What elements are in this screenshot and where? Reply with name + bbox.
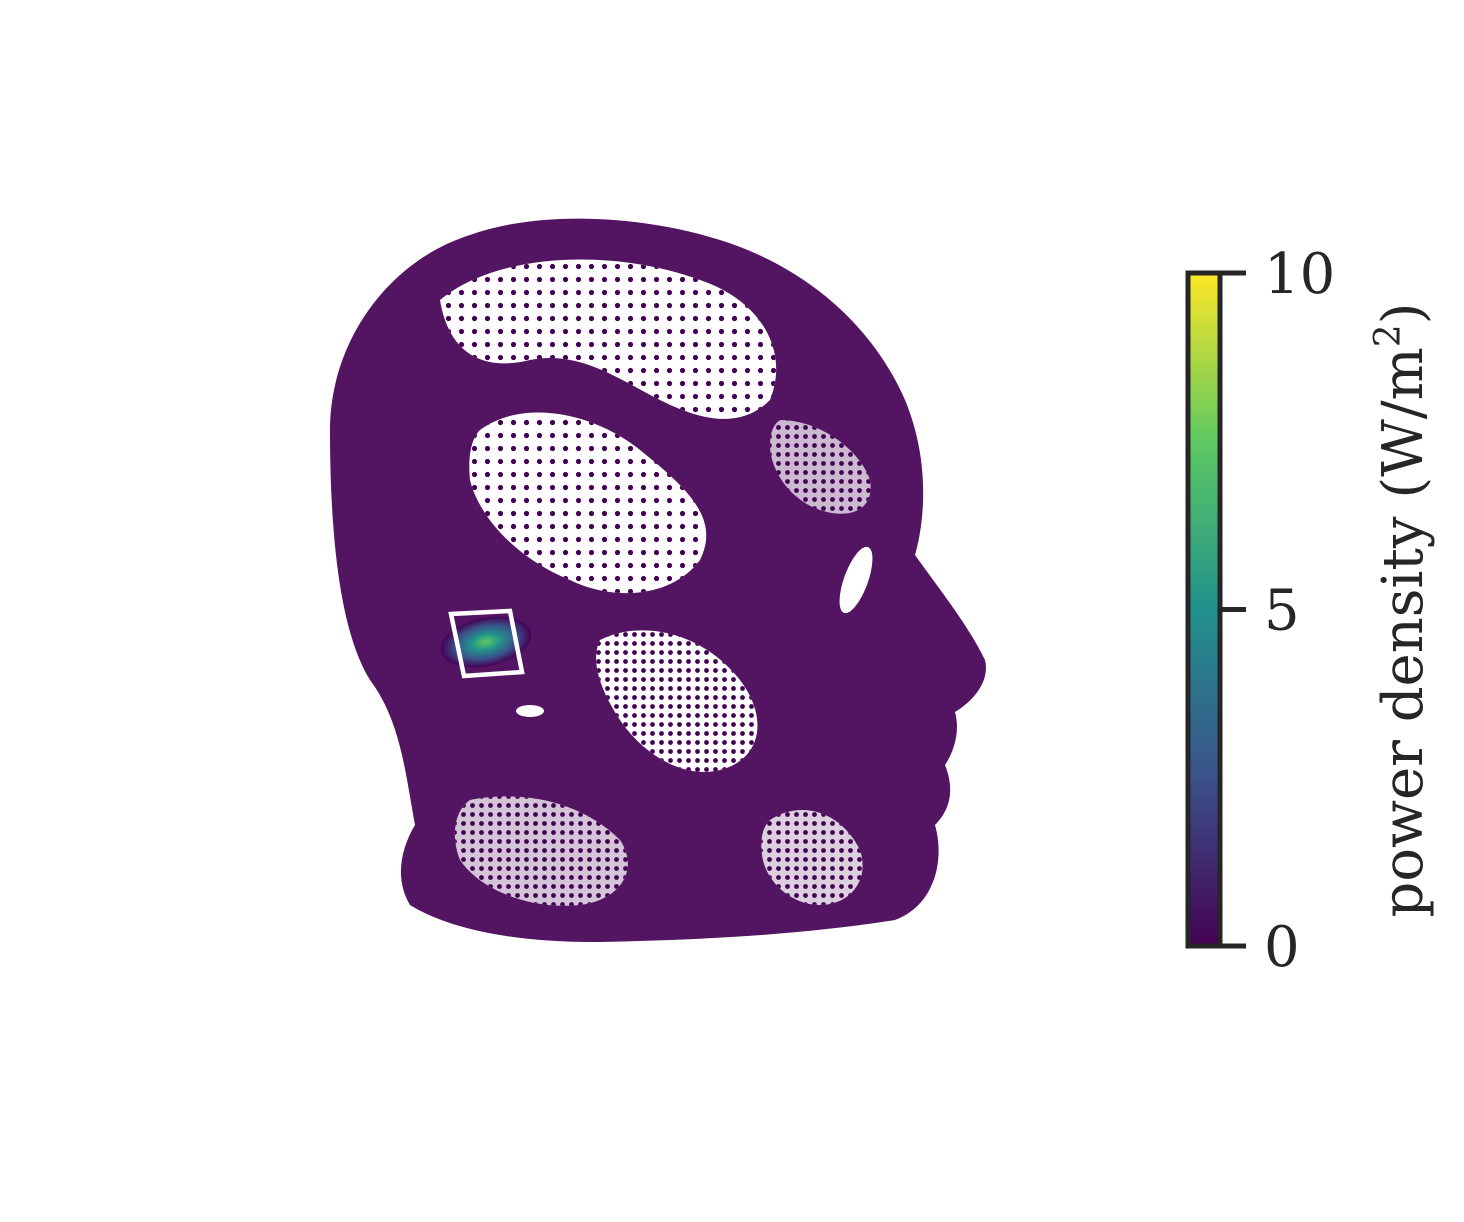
- sparse-region-jaw-dots: [761, 810, 863, 905]
- colorbar-ticks: 0 5 10: [1220, 242, 1335, 980]
- sparse-region-cheek-dots: [596, 630, 758, 772]
- colorbar-label-prefix: power density (W/m: [1371, 347, 1436, 917]
- sparse-region-crown-dots: [440, 259, 777, 419]
- head-point-cloud: [330, 218, 986, 943]
- colorbar-tick-label-0: 0: [1264, 915, 1300, 980]
- colorbar-label-suffix: ): [1371, 303, 1436, 325]
- sparse-region-forehead-dots: [770, 420, 871, 514]
- colorbar-label-sup: 2: [1368, 324, 1409, 347]
- colorbar: 0 5 10 power density (W/m2): [1185, 242, 1436, 980]
- ear-opening: [516, 705, 544, 717]
- hotspot: [440, 616, 532, 668]
- sparse-region-neck-dots: [454, 796, 628, 906]
- sparse-regions: [440, 259, 871, 906]
- hotspot-field: [440, 616, 532, 668]
- antenna-box: [448, 608, 525, 679]
- sparse-region-temple-dots: [469, 412, 707, 594]
- eye-opening: [839, 546, 873, 614]
- colorbar-gradient: [1188, 273, 1220, 946]
- colorbar-tick-label-5: 5: [1264, 579, 1300, 644]
- colorbar-tick-label-10: 10: [1264, 242, 1335, 307]
- colorbar-label: power density (W/m2): [1368, 303, 1436, 918]
